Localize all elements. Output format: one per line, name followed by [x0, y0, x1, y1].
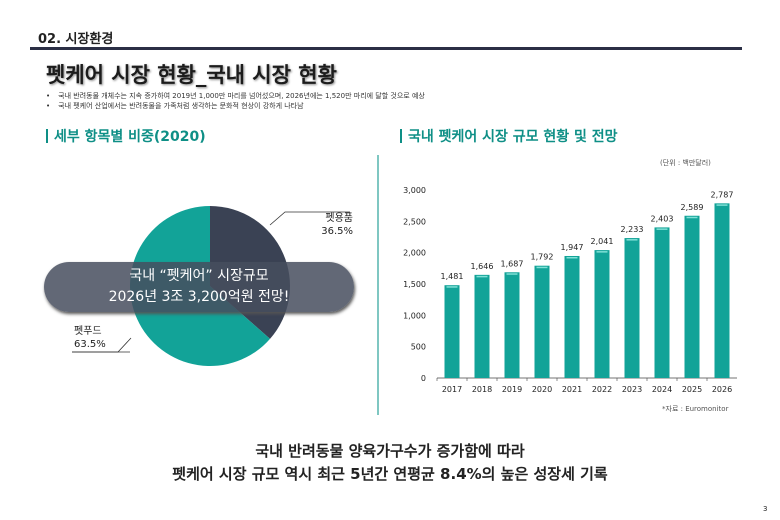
leader-line-food — [72, 337, 132, 353]
bar-2020 — [534, 265, 550, 378]
bar-2019 — [504, 272, 520, 378]
label-pet-food: 펫푸드 63.5% — [74, 326, 106, 350]
bar-2018 — [474, 274, 490, 378]
x-tick-label: 2020 — [532, 385, 552, 394]
conclusion: 국내 반려동물 양육가구수가 증가함에 따라 펫케어 시장 규모 역시 최근 5… — [172, 442, 608, 483]
pie-subtitle: 세부 항목별 비중(2020) — [46, 126, 206, 146]
bullet-2: 국내 펫케어 산업에서는 반려동물을 가족처럼 생각하는 문화적 현상이 강하게… — [46, 101, 303, 111]
header-divider — [30, 47, 742, 50]
value-label: 2,233 — [621, 225, 644, 234]
divider — [377, 155, 379, 415]
y-tick-label: 0 — [421, 374, 426, 383]
bar-2025 — [684, 215, 700, 378]
x-tick-label: 2017 — [442, 385, 462, 394]
bar-highlight — [686, 216, 698, 219]
bar-highlight — [596, 251, 608, 253]
value-label: 2,041 — [591, 237, 614, 246]
page-number: 3 — [763, 505, 768, 513]
bar-highlight — [446, 286, 458, 288]
value-label: 2,403 — [651, 214, 674, 223]
x-tick-label: 2018 — [472, 385, 492, 394]
bar-subtitle: 국내 펫케어 시장 규모 현황 및 전망 — [400, 126, 618, 146]
value-label: 1,646 — [471, 262, 494, 271]
bar-highlight — [536, 266, 548, 269]
value-label: 1,947 — [561, 243, 584, 252]
x-tick-label: 2026 — [712, 385, 732, 394]
bar-highlight — [716, 204, 728, 206]
bar-highlight — [566, 256, 578, 259]
value-label: 2,589 — [681, 203, 704, 212]
section-title: 02. 시장환경 — [38, 32, 114, 47]
bar-highlight — [476, 275, 488, 278]
unit-label: (단위 : 백만달러) — [660, 159, 711, 167]
bar-2023 — [624, 238, 640, 378]
bar-2026 — [714, 203, 730, 378]
page-title: 펫케어 시장 현황_국내 시장 현황 — [46, 63, 337, 87]
x-tick-label: 2021 — [562, 385, 582, 394]
x-tick-label: 2019 — [502, 385, 522, 394]
source-label: *자료 : Euromonitor — [662, 405, 729, 413]
market-size-banner: 국내 “펫케어” 시장규모 2026년 3조 3,200억원 전망! — [44, 262, 354, 312]
y-tick-label: 1,000 — [403, 311, 426, 320]
value-label: 1,792 — [531, 253, 554, 262]
bar-highlight — [626, 239, 638, 241]
bar-2017 — [444, 285, 460, 378]
y-tick-label: 2,000 — [403, 249, 426, 258]
x-tick-label: 2022 — [592, 385, 612, 394]
x-tick-label: 2024 — [652, 385, 672, 394]
bar-2021 — [564, 255, 580, 378]
x-tick-label: 2025 — [682, 385, 702, 394]
value-label: 1,687 — [501, 259, 524, 268]
y-tick-label: 2,500 — [403, 217, 426, 226]
bar-highlight — [506, 273, 518, 275]
y-tick-label: 3,000 — [403, 186, 426, 195]
x-tick-label: 2023 — [622, 385, 642, 394]
value-label: 2,787 — [711, 190, 734, 199]
label-pet-supplies: 펫용품 36.5% — [321, 213, 353, 237]
bullet-1: 국내 반려동물 개체수는 지속 증가하여 2019년 1,000만 마리를 넘어… — [46, 91, 425, 101]
value-label: 1,481 — [441, 272, 464, 281]
y-tick-label: 500 — [411, 343, 426, 352]
y-tick-label: 1,500 — [403, 280, 426, 289]
bar-highlight — [656, 228, 668, 230]
leader-line-supplies — [269, 211, 350, 226]
bar-2024 — [654, 227, 670, 378]
bar-2022 — [594, 250, 610, 378]
